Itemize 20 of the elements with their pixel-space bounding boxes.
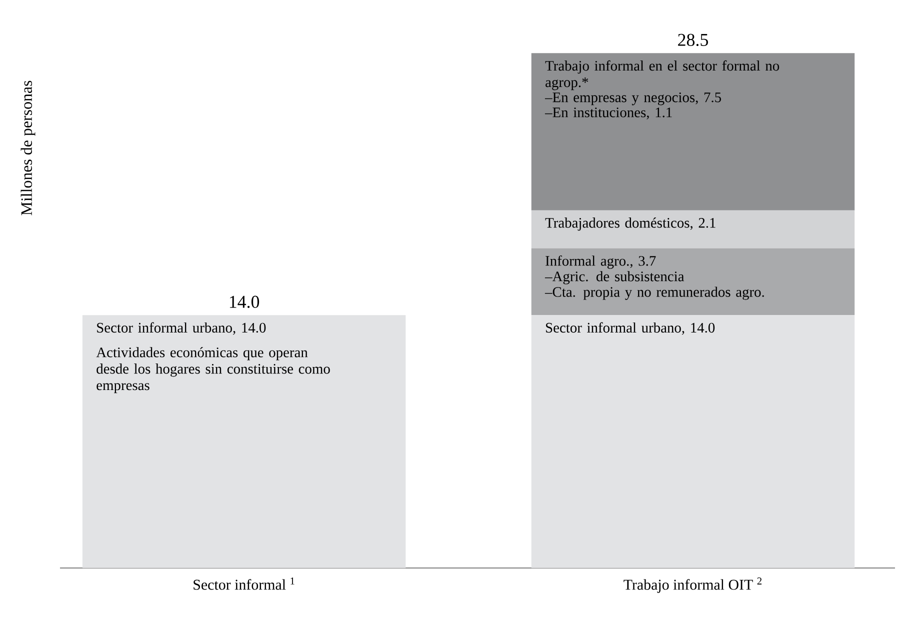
data-label: Sector informal urbano, 14.0: [546, 322, 715, 335]
annotation: –En empresas y negocios, 7.5: [544, 92, 722, 106]
data-label: Trabajadores domésticos, 2.1: [545, 218, 716, 231]
total-label: 14.0: [230, 296, 260, 308]
bar: [531, 248, 855, 316]
bar: [531, 210, 855, 248]
annotation: Actividades económicas que operan desde los hogares sin constituirse como empresas: [96, 347, 330, 394]
x-tick-label: Trabajo informal OIT $^{2}$: [624, 578, 762, 593]
bar: [531, 315, 855, 568]
data-label: Sector informal urbano, 14.0: [97, 322, 266, 335]
data-label: Informal agro., 3.7: [546, 255, 656, 269]
bar: [82, 315, 406, 568]
total-label: 28.5: [678, 34, 708, 46]
x-tick-label: Sector informal $^{1}$: [194, 578, 294, 590]
annotation: –Agric. de subsistencia: [544, 271, 684, 284]
annotation: –Cta. propia y no remunerados agro.: [544, 286, 764, 300]
bar: [531, 53, 855, 210]
annotation: –En instituciones, 1.1: [544, 108, 672, 120]
y-axis-title: Millones de personas: [20, 80, 36, 216]
data-label: Trabajo informal en el sector formal no agrop.*: [545, 60, 780, 90]
